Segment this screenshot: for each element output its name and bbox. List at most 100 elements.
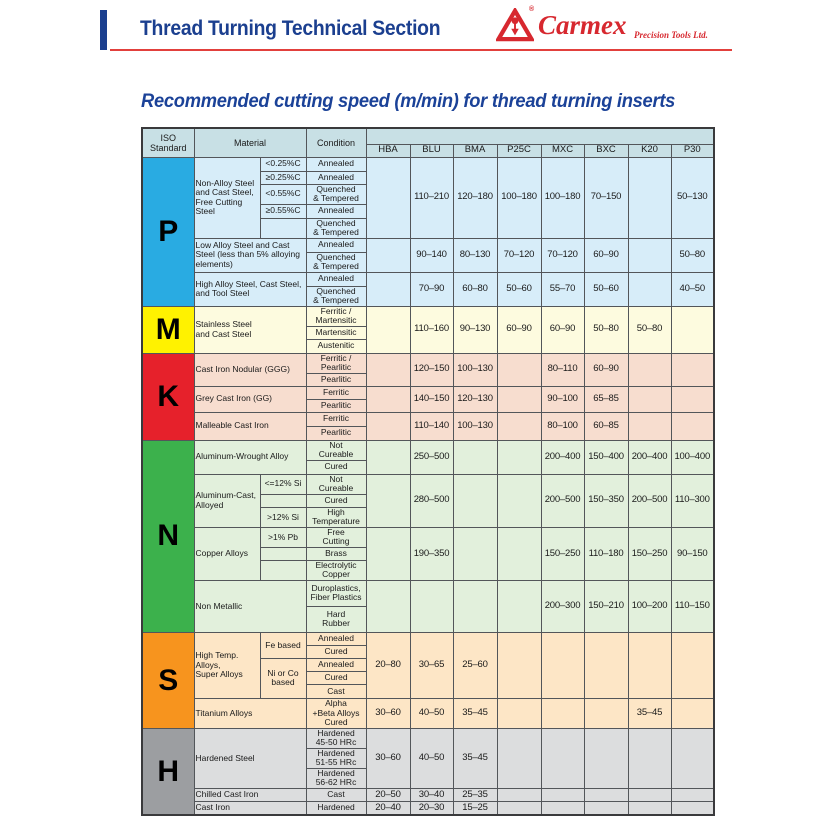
value-cell: 70–90: [409, 271, 454, 307]
grade-header-cell: BXC: [583, 143, 629, 158]
condition-cell: Annealed: [305, 657, 367, 672]
value-cell: 140–150: [409, 385, 454, 413]
table-row: Cured: [142, 493, 714, 508]
table-row: ≥0.25%C Annealed: [142, 170, 714, 185]
value-cell: [496, 526, 542, 581]
value-cell: 50–80: [670, 237, 715, 273]
value-cell: [365, 305, 411, 354]
title-accent-bar: [100, 10, 107, 50]
value-cell: 50–60: [583, 271, 629, 307]
table-row: ≥0.55%C Annealed: [142, 203, 714, 219]
sub-spec-cell: >12% Si: [259, 506, 307, 528]
table-row: Martensitic: [142, 325, 714, 340]
value-cell: 90–150: [670, 526, 715, 581]
value-cell: [583, 727, 629, 789]
value-cell: 30–60: [365, 697, 411, 729]
value-cell: 110–210: [409, 156, 454, 239]
value-cell: [496, 473, 542, 528]
value-cell: 70–120: [496, 237, 542, 273]
value-cell: 60–90: [540, 305, 585, 354]
material-cell: Cast Iron Nodular (GGG): [193, 352, 307, 387]
value-cell: [496, 385, 542, 413]
condition-cell: Austenitic: [305, 338, 367, 354]
value-cell: 50–130: [670, 156, 715, 239]
value-cell: [583, 697, 629, 729]
condition-cell: Hardened: [305, 800, 367, 816]
value-cell: 100–200: [627, 579, 672, 633]
material-cell: Non Metallic: [193, 579, 307, 633]
value-cell: [496, 787, 542, 802]
sub-spec-cell: <0.25%C: [259, 156, 307, 172]
value-cell: 110–180: [583, 526, 629, 581]
value-cell: 110–160: [409, 305, 454, 354]
iso-letter-cell: N: [141, 439, 195, 633]
condition-cell: Quenched & Tempered: [305, 217, 367, 239]
value-cell: [540, 727, 585, 789]
value-cell: 90–140: [409, 237, 454, 273]
value-cell: 40–50: [409, 697, 454, 729]
grade-header-cell: K20: [627, 143, 672, 158]
condition-header: Condition: [305, 127, 367, 158]
iso-letter-cell: M: [141, 305, 195, 354]
iso-letter-cell: P: [141, 156, 195, 307]
grade-header-cell: BMA: [452, 143, 498, 158]
value-cell: 100–180: [540, 156, 585, 239]
material-cell: High Alloy Steel, Cast Steel, and Tool S…: [193, 271, 307, 307]
value-cell: 20–30: [409, 800, 454, 816]
table-row: H Hardened Steel Hardened 45-50 HRc 30–60 40…: [141, 727, 715, 816]
header-row-grades: HBA BLU BMA P25C MXC BXC K20 P30: [142, 143, 715, 158]
table-row: Cured: [142, 644, 714, 659]
value-cell: 35–45: [627, 697, 672, 729]
value-cell: [540, 787, 585, 802]
registered-mark: ®: [529, 6, 535, 13]
value-cell: [496, 727, 542, 789]
value-cell: 80–100: [540, 411, 585, 441]
material-cell: Copper Alloys: [193, 526, 261, 581]
table-row: Quenched & Tempered: [142, 251, 714, 273]
value-cell: [496, 439, 542, 475]
table-row: Pearlitic: [142, 425, 714, 441]
condition-cell: Hardened 56-62 HRc: [305, 767, 367, 789]
value-cell: 50–80: [627, 305, 672, 354]
value-cell: 60–85: [583, 411, 629, 441]
material-cell: Titanium Alloys: [193, 697, 307, 729]
value-cell: [365, 385, 411, 413]
value-cell: 40–50: [409, 727, 454, 789]
value-cell: [670, 697, 715, 729]
material-cell: Aluminum-Cast, Alloyed: [193, 473, 261, 528]
value-cell: [452, 579, 498, 633]
value-cell: [670, 385, 715, 413]
value-cell: [365, 352, 411, 387]
value-cell: 150–400: [583, 439, 629, 475]
value-cell: 60–90: [496, 305, 542, 354]
value-cell: [670, 727, 715, 789]
condition-cell: Free Cutting: [305, 526, 367, 548]
carmex-triangle-icon: [496, 8, 534, 42]
value-cell: [496, 800, 542, 816]
value-cell: [540, 800, 585, 816]
value-cell: 150–250: [627, 526, 672, 581]
condition-cell: Not Cureable: [305, 473, 367, 495]
value-cell: 15–25: [452, 800, 498, 816]
value-cell: [583, 787, 629, 802]
condition-cell: Hard Rubber: [305, 605, 367, 633]
value-cell: 60–90: [583, 237, 629, 273]
sub-spec-cell: [259, 493, 307, 508]
material-cell: Non-Alloy Steel and Cast Steel, Free Cut…: [193, 156, 261, 239]
iso-standard-header: ISO Standard: [141, 127, 195, 158]
value-cell: [365, 156, 411, 239]
condition-cell: Cast: [305, 787, 367, 802]
material-cell: Malleable Cast Iron: [193, 411, 307, 441]
value-cell: 25–60: [452, 631, 498, 699]
value-cell: 120–130: [452, 385, 498, 413]
brand-name: Carmex: [538, 10, 627, 40]
value-cell: 110–150: [670, 579, 715, 633]
value-cell: [365, 439, 411, 475]
value-cell: 30–65: [409, 631, 454, 699]
value-cell: [365, 411, 411, 441]
table-row: M Stainless Steel and Cast Steel Ferritic …: [141, 305, 715, 354]
material-header: Material: [193, 127, 307, 158]
table-row: Non Metallic Duroplastics, Fiber Plastics…: [142, 579, 715, 633]
condition-cell: Brass: [305, 546, 367, 561]
